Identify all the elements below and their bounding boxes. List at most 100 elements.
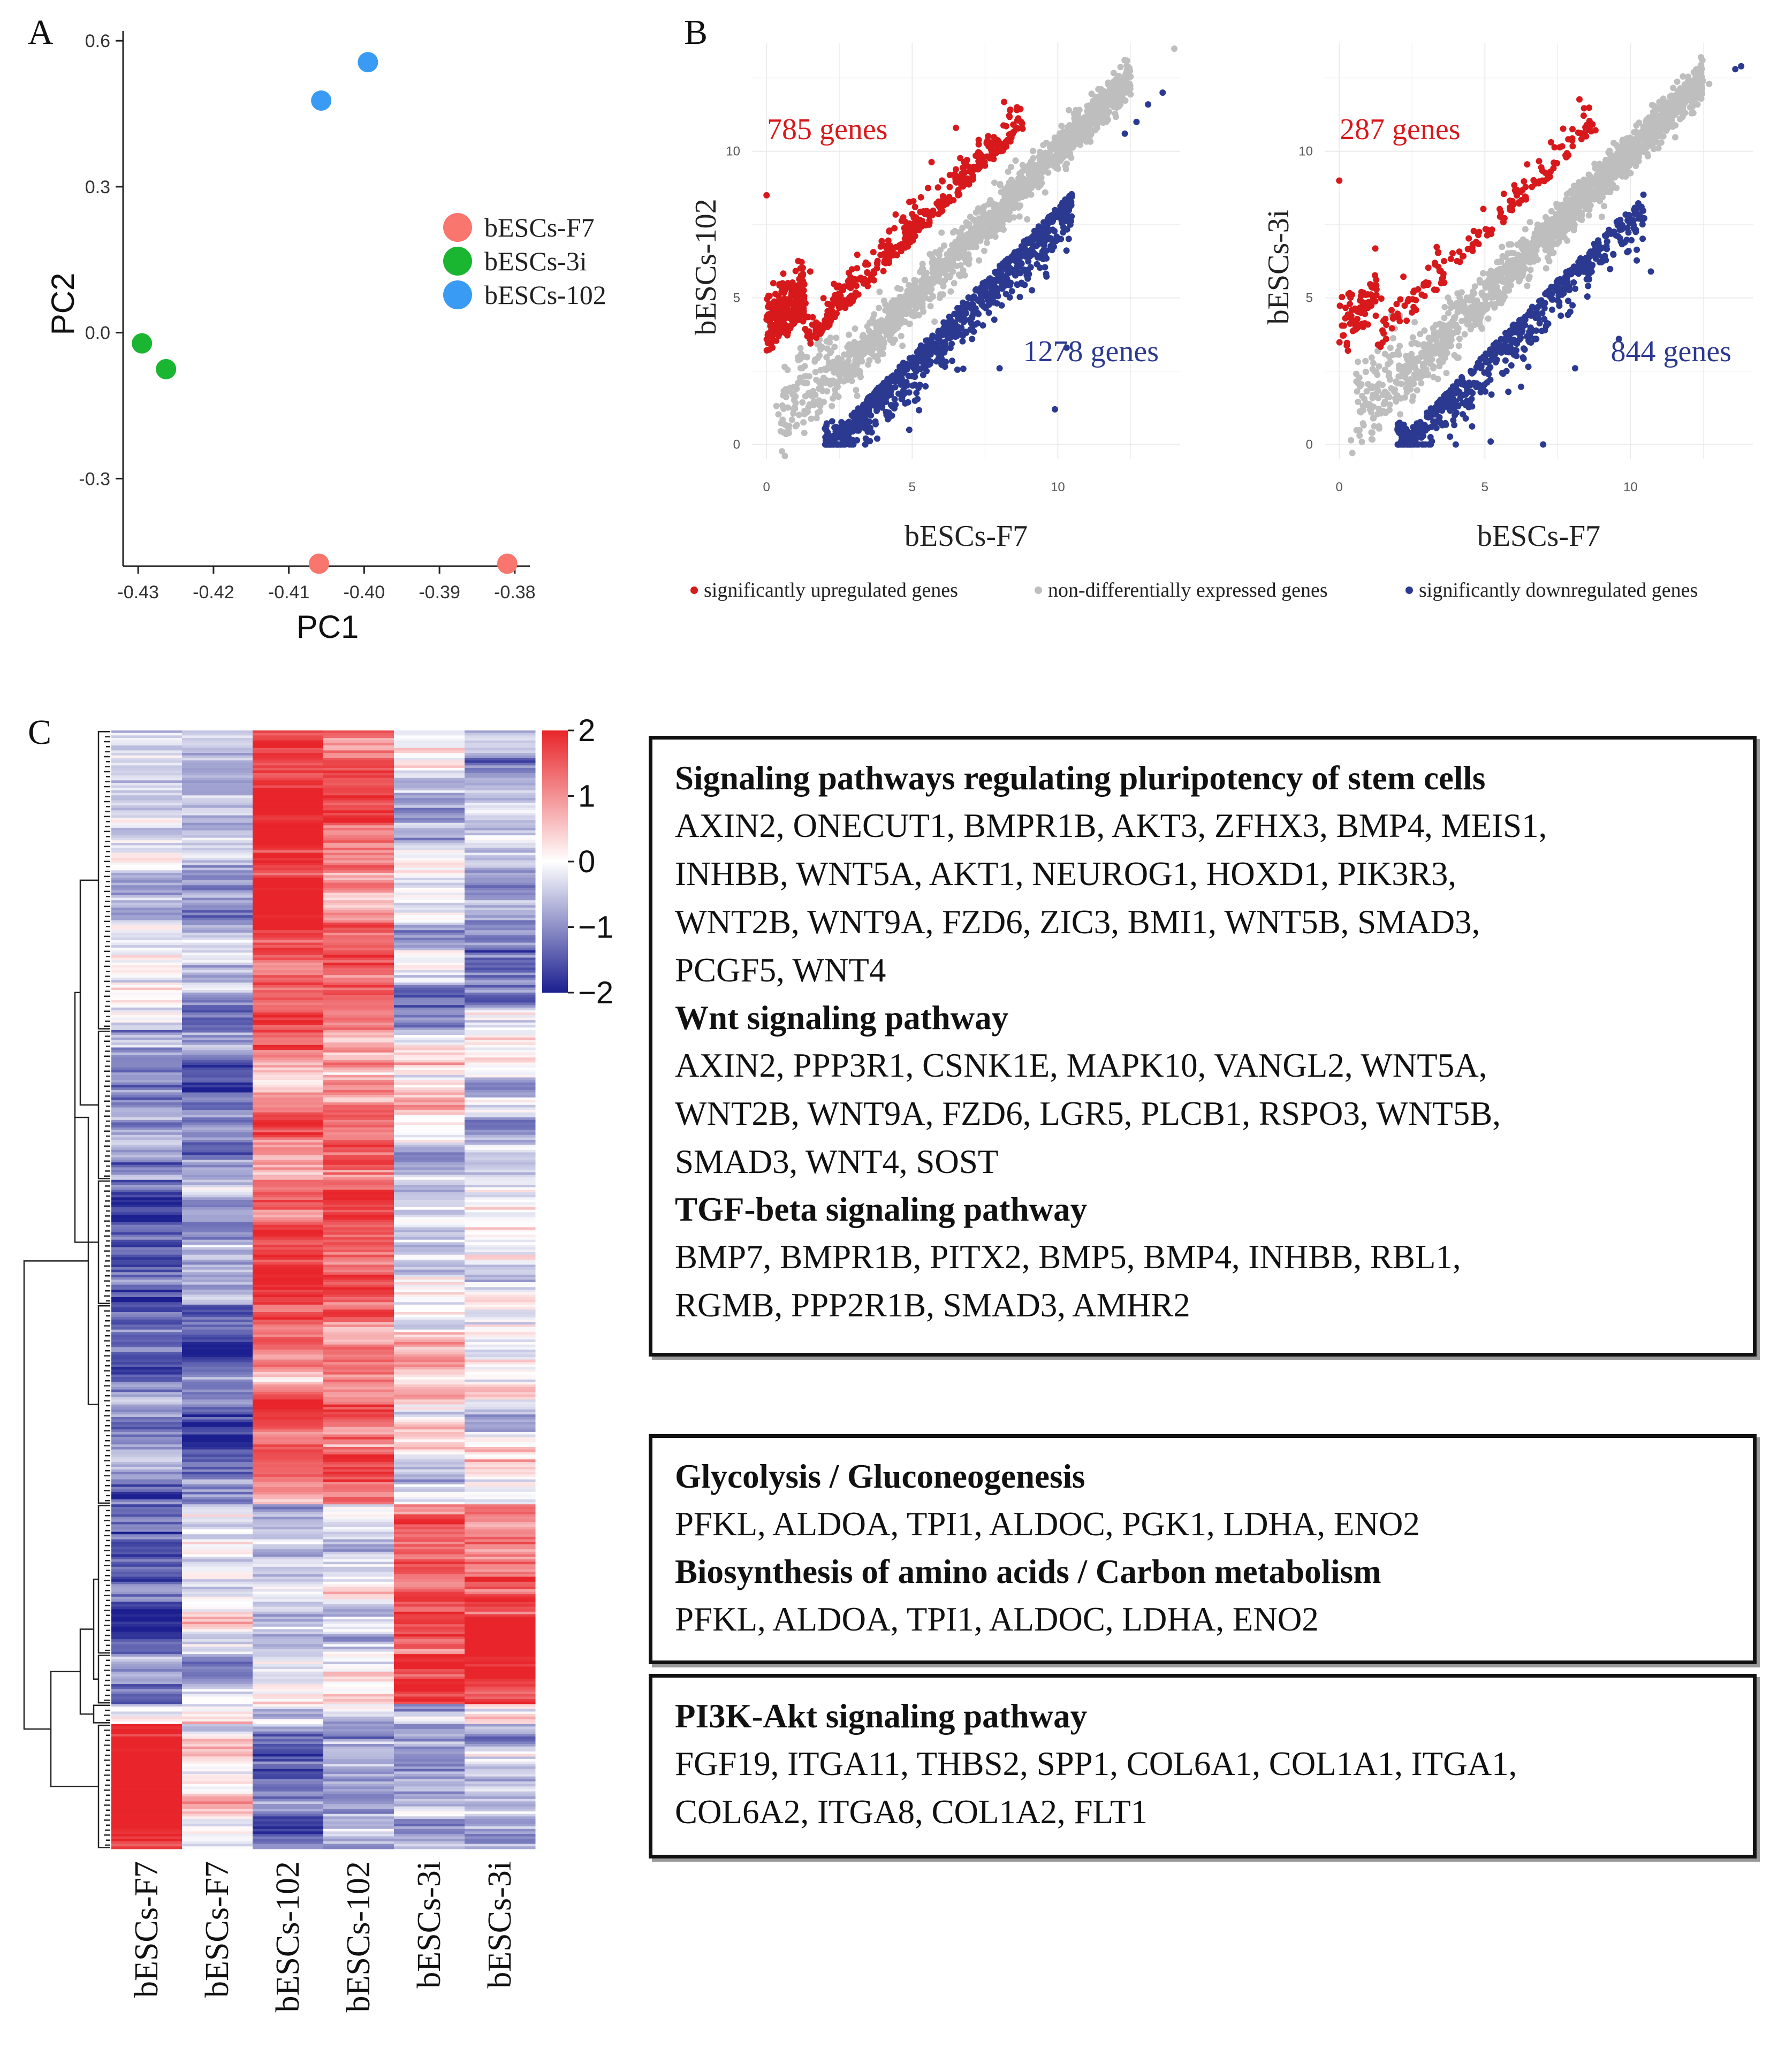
upregulated-gene-point — [840, 286, 847, 293]
nonde-gene-point — [1654, 115, 1660, 121]
nonde-gene-point — [833, 334, 840, 341]
nonde-gene-point — [801, 379, 808, 386]
downregulated-gene-point — [911, 374, 918, 380]
nonde-gene-point — [1577, 187, 1584, 194]
upregulated-gene-point — [1538, 164, 1545, 171]
pca-x-label: PC1 — [297, 609, 359, 645]
nonde-gene-point — [918, 283, 925, 290]
upregulated-gene-point — [853, 283, 860, 290]
upregulated-gene-point — [1004, 136, 1010, 143]
upregulated-gene-point — [943, 196, 949, 203]
nonde-gene-point — [1455, 354, 1462, 361]
upregulated-gene-point — [975, 141, 982, 148]
nonde-gene-point — [907, 299, 914, 306]
nonde-gene-point — [1508, 241, 1515, 248]
pca-x-tick-label: -0.40 — [344, 582, 385, 603]
nonde-gene-point — [1699, 57, 1706, 64]
nonde-gene-point — [1369, 394, 1376, 401]
upregulated-gene-point — [1460, 253, 1467, 260]
upregulated-gene-point — [799, 286, 806, 293]
upregulated-gene-point — [831, 280, 837, 287]
upregulated-gene-point — [776, 297, 782, 304]
nonde-gene-point — [1016, 170, 1023, 177]
legend-label: bESCs-F7 — [484, 212, 595, 242]
nonde-gene-point — [926, 281, 933, 288]
nonde-gene-point — [1381, 366, 1388, 373]
highlight-gene-point — [1145, 101, 1152, 108]
nonde-gene-point — [1655, 145, 1662, 151]
nonde-gene-point — [1641, 127, 1648, 134]
downregulated-gene-point — [1068, 193, 1075, 200]
nonde-gene-point — [1672, 134, 1678, 141]
nonde-gene-point — [1623, 171, 1630, 178]
nonde-gene-point — [1098, 90, 1105, 97]
upregulated-gene-point — [1425, 264, 1432, 271]
nonde-gene-point — [1358, 438, 1365, 445]
upregulated-gene-point — [1372, 298, 1379, 305]
downregulated-gene-point — [1008, 253, 1015, 260]
nonde-gene-point — [1006, 214, 1013, 220]
upregulated-gene-point — [848, 266, 855, 273]
highlight-gene-point — [807, 268, 814, 275]
nonde-gene-point — [898, 313, 905, 320]
upregulated-gene-point — [893, 252, 900, 258]
downregulated-gene-point — [954, 326, 961, 333]
downregulated-gene-point — [999, 266, 1006, 272]
upregulated-gene-point — [1388, 307, 1395, 314]
nonde-gene-point — [805, 390, 812, 397]
nonde-gene-point — [1058, 123, 1065, 130]
legend-label: bESCs-102 — [484, 280, 606, 310]
upregulated-gene-point — [1547, 168, 1554, 175]
nonde-gene-point — [1016, 213, 1023, 220]
upregulated-gene-point — [1529, 184, 1536, 191]
downregulated-gene-point — [897, 374, 904, 380]
downregulated-gene-point — [1045, 226, 1052, 233]
downregulated-gene-point — [922, 383, 929, 390]
upregulated-gene-point — [791, 320, 797, 327]
upregulated-gene-point — [826, 301, 833, 308]
nonde-gene-point — [773, 402, 780, 409]
nonde-gene-point — [832, 386, 839, 393]
nonde-gene-point — [1445, 310, 1452, 317]
nonde-gene-point — [1440, 328, 1447, 335]
nonde-gene-point — [1042, 189, 1048, 196]
nonde-gene-point — [876, 304, 882, 311]
nonde-gene-point — [857, 374, 864, 380]
nonde-gene-point — [1635, 131, 1642, 138]
upregulated-gene-point — [1404, 298, 1411, 304]
nonde-gene-point — [1110, 70, 1117, 77]
upregulated-gene-point — [1412, 296, 1419, 303]
upregulated-gene-point — [1464, 246, 1471, 253]
nonde-gene-point — [1554, 225, 1561, 232]
upregulated-gene-point — [774, 328, 781, 335]
nonde-gene-point — [852, 325, 858, 332]
nonde-gene-point — [784, 404, 791, 411]
upregulated-gene-point — [857, 275, 864, 281]
nonde-gene-point — [1546, 258, 1553, 265]
nonde-gene-point — [1122, 70, 1129, 77]
nonde-gene-point — [823, 354, 830, 361]
nonde-gene-point — [932, 249, 939, 256]
nonde-gene-point — [1589, 196, 1596, 202]
downregulated-gene-point — [947, 315, 954, 322]
nonde-gene-point — [1111, 87, 1118, 94]
downregulated-gene-point — [1043, 273, 1050, 280]
nonde-gene-point — [1414, 387, 1420, 394]
nonde-gene-point — [1375, 387, 1382, 394]
upregulated-gene-point — [1488, 231, 1495, 237]
pca-x-tick-label: -0.43 — [117, 582, 159, 603]
nonde-gene-point — [1387, 359, 1394, 365]
nonde-gene-point — [1477, 279, 1484, 286]
downregulated-gene-point — [872, 421, 879, 428]
nonde-gene-point — [931, 318, 938, 325]
nonde-gene-point — [976, 257, 983, 264]
downregulated-gene-point — [978, 301, 985, 308]
downregulated-gene-point — [948, 340, 955, 347]
nonde-gene-point — [1030, 178, 1036, 185]
nonde-gene-point — [1569, 209, 1576, 216]
nonde-gene-point — [1698, 89, 1705, 96]
nonde-gene-point — [846, 331, 852, 338]
nonde-gene-point — [1530, 234, 1537, 241]
nonde-gene-point — [879, 351, 886, 357]
nonde-gene-point — [1499, 243, 1506, 250]
